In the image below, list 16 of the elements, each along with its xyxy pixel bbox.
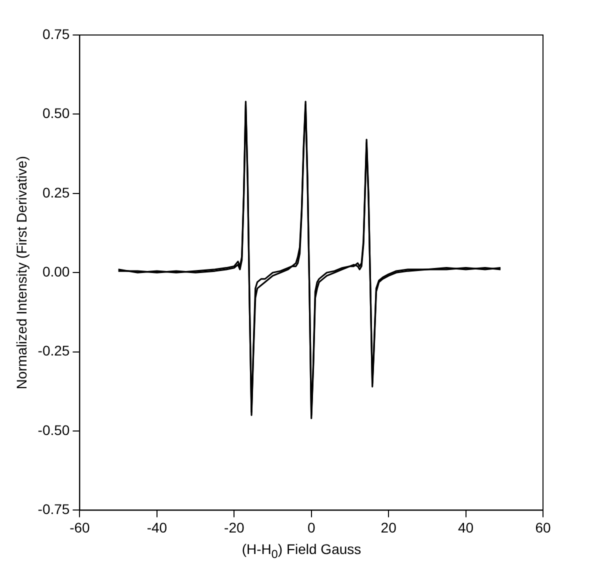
x-tick-label: -60 — [70, 519, 90, 536]
y-tick-label: 0.25 — [42, 184, 70, 200]
x-tick-label: -20 — [224, 519, 244, 536]
y-tick-label: 0.00 — [42, 263, 70, 280]
y-tick-label: 0.75 — [42, 26, 70, 42]
x-tick-label: 40 — [458, 519, 474, 536]
x-tick-label: -40 — [146, 519, 168, 536]
x-tick-label: 60 — [535, 519, 551, 536]
y-tick-label: -0.50 — [38, 422, 70, 438]
x-axis-title: (H-H$_{0}$) Field Gauss — [240, 541, 362, 561]
y-tick-label: -0.25 — [38, 342, 70, 359]
y-tick-label: -0.75 — [38, 501, 70, 518]
x-tick-label: 0 — [307, 519, 316, 536]
y-axis-title: Normalized Intensity (First Derivative) — [13, 156, 30, 390]
y-tick-label: 0.50 — [42, 105, 70, 122]
x-tick-label: 20 — [380, 519, 397, 536]
